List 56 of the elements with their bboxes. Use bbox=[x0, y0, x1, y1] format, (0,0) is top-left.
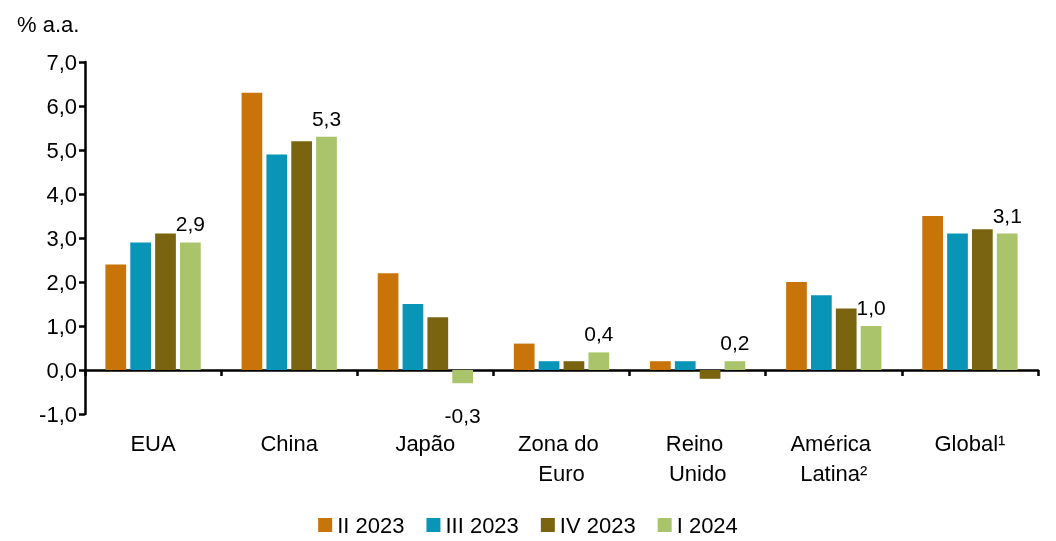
data-label: -0,3 bbox=[444, 404, 481, 428]
bar bbox=[811, 295, 832, 370]
x-tick-label: Reino Unido bbox=[665, 430, 730, 486]
bar bbox=[538, 361, 560, 370]
legend-label: II 2023 bbox=[337, 512, 405, 538]
bar bbox=[699, 370, 721, 379]
x-tick-label: China bbox=[260, 430, 319, 456]
bar bbox=[402, 304, 424, 370]
bar bbox=[835, 308, 857, 370]
bar bbox=[947, 233, 968, 370]
y-tick-label: 1,0 bbox=[46, 313, 77, 339]
x-tick-label: EUA bbox=[130, 430, 177, 456]
data-label: 2,9 bbox=[175, 212, 205, 236]
legend-label: III 2023 bbox=[445, 512, 519, 538]
bar bbox=[922, 216, 943, 370]
x-tick-label: América Latina² bbox=[790, 430, 878, 486]
bar bbox=[563, 361, 585, 370]
x-tick-label: Japão bbox=[395, 430, 456, 456]
bar bbox=[724, 361, 746, 370]
bar bbox=[513, 343, 535, 370]
bar bbox=[588, 352, 610, 370]
bar bbox=[316, 136, 337, 370]
bar bbox=[674, 361, 696, 370]
bar bbox=[427, 317, 449, 370]
bar bbox=[377, 273, 399, 370]
y-axis-title: % a.a. bbox=[17, 11, 80, 37]
bar bbox=[860, 326, 882, 370]
data-label: 5,3 bbox=[311, 106, 342, 130]
y-tick-label: 6,0 bbox=[46, 93, 77, 119]
y-tick-label: 5,0 bbox=[46, 137, 77, 163]
legend-label: I 2024 bbox=[676, 512, 738, 538]
bar bbox=[786, 282, 807, 370]
x-tick-label: Global¹ bbox=[934, 430, 1006, 456]
y-tick-label: 2,0 bbox=[46, 269, 77, 295]
bar bbox=[266, 154, 288, 370]
y-tick-label: 4,0 bbox=[46, 181, 77, 207]
data-label: 0,2 bbox=[720, 331, 750, 355]
y-tick-label: 0,0 bbox=[46, 357, 77, 383]
y-tick-label: 3,0 bbox=[46, 225, 77, 251]
bar bbox=[452, 370, 474, 384]
bar bbox=[972, 229, 993, 370]
bar bbox=[241, 92, 263, 370]
bar bbox=[180, 242, 201, 370]
bar bbox=[155, 233, 176, 370]
y-tick-label: -1,0 bbox=[39, 401, 77, 427]
data-label: 3,1 bbox=[992, 203, 1022, 227]
y-tick-label: 7,0 bbox=[46, 49, 77, 75]
data-label: 0,4 bbox=[584, 322, 614, 346]
bar bbox=[649, 361, 671, 370]
data-label: 1,0 bbox=[856, 296, 886, 319]
bar bbox=[105, 264, 127, 370]
legend-label: IV 2023 bbox=[559, 512, 636, 538]
bar bbox=[996, 233, 1018, 370]
bar bbox=[291, 141, 312, 370]
x-tick-label: Zona do Euro bbox=[518, 430, 605, 486]
bar bbox=[130, 242, 151, 370]
